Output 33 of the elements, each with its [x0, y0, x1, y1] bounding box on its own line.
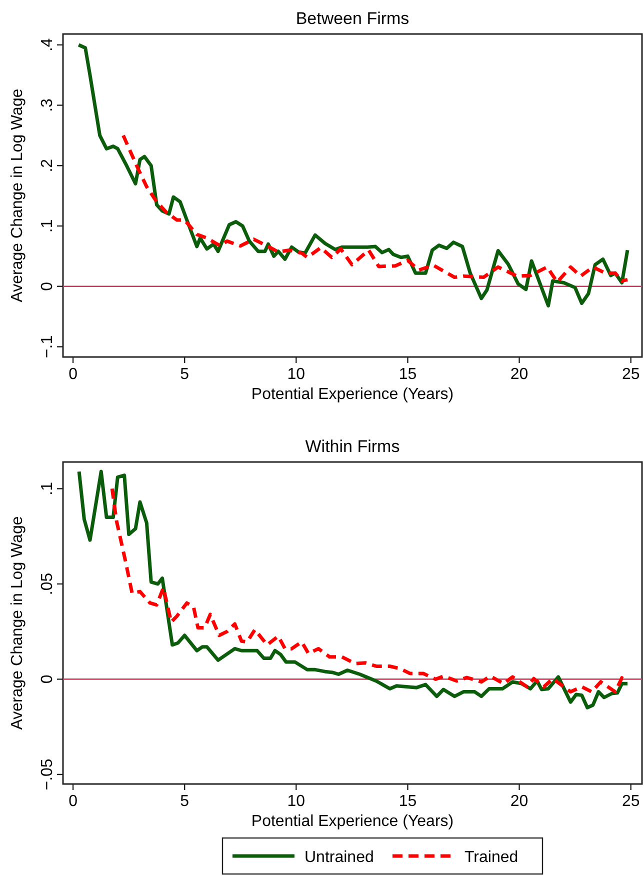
- y-tick-label: .1: [39, 482, 56, 496]
- x-tick-label: 15: [398, 793, 417, 810]
- chart-title: Within Firms: [305, 437, 400, 456]
- y-tick-label: .4: [39, 38, 56, 52]
- line-series: [121, 134, 630, 284]
- x-axis-title: Potential Experience (Years): [251, 386, 454, 403]
- x-tick-label: 10: [287, 366, 306, 383]
- x-tick-label: 15: [398, 366, 417, 383]
- y-axis-title: Average Change in Log Wage: [9, 88, 26, 302]
- legend-label: Untrained: [304, 849, 374, 866]
- x-tick-label: 20: [510, 793, 528, 810]
- x-axis-title: Potential Experience (Years): [251, 813, 454, 830]
- legend-label: Trained: [464, 849, 518, 866]
- chart-title: Between Firms: [296, 9, 410, 28]
- x-tick-label: 25: [622, 366, 640, 383]
- y-tick-label: −.1: [39, 335, 56, 358]
- line-series: [76, 43, 630, 308]
- x-tick-label: 5: [180, 793, 190, 810]
- y-tick-label: .1: [39, 219, 56, 233]
- x-tick-label: 20: [510, 366, 528, 383]
- y-tick-label: −.05: [39, 758, 56, 790]
- y-tick-label: .2: [39, 158, 56, 172]
- x-tick-label: 10: [287, 793, 306, 810]
- y-axis-title: Average Change in Log Wage: [9, 516, 26, 730]
- y-tick-label: 0: [39, 674, 56, 684]
- x-tick-label: 0: [68, 366, 78, 383]
- x-tick-label: 0: [68, 793, 78, 810]
- line-series: [77, 470, 630, 710]
- x-tick-label: 5: [180, 366, 190, 383]
- y-tick-label: 0: [39, 282, 56, 291]
- y-tick-label: .3: [39, 98, 56, 112]
- y-tick-label: .05: [39, 572, 56, 596]
- x-tick-label: 25: [622, 793, 640, 810]
